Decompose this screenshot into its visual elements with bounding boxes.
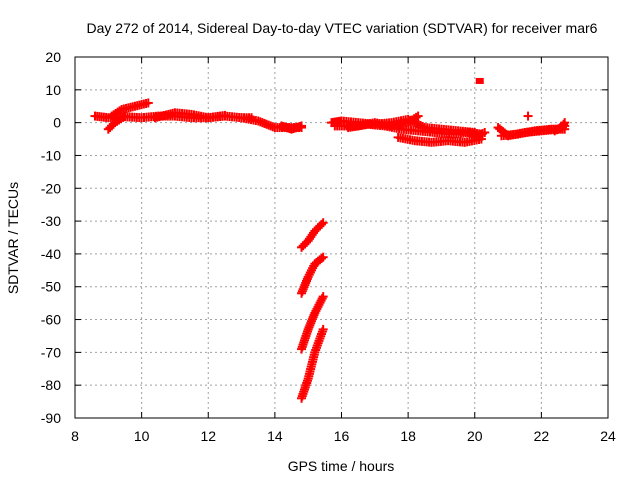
grid — [75, 57, 608, 418]
data-point-marker — [413, 111, 423, 121]
data-point-marker — [560, 118, 570, 128]
x-tick-label: 12 — [200, 428, 216, 444]
data-trace — [393, 132, 486, 147]
data-point-marker — [143, 98, 153, 108]
y-tick-label: -70 — [41, 344, 61, 360]
y-tick-label: 0 — [53, 115, 61, 131]
x-tick-label: 16 — [334, 428, 350, 444]
data-trace — [463, 127, 490, 141]
data-trace — [297, 252, 328, 298]
y-tick-label: 10 — [45, 82, 61, 98]
y-tick-label: 20 — [45, 49, 61, 65]
data-trace — [297, 292, 328, 354]
ticks: 8 10 12 14 16 18 20 22 24 20 10 0 -10 -20 -30 -40 -50 -60… — [41, 49, 616, 444]
data-trace — [550, 118, 570, 136]
x-tick-label: 8 — [71, 428, 79, 444]
data-point-marker — [318, 218, 328, 228]
y-tick-label: -80 — [41, 377, 61, 393]
x-tick-label: 14 — [267, 428, 283, 444]
data-trace — [107, 98, 153, 121]
data-trace — [150, 108, 230, 123]
y-axis-label: SDTVAR / TECUs — [5, 182, 21, 294]
x-tick-label: 20 — [467, 428, 483, 444]
x-tick-label: 22 — [534, 428, 550, 444]
data-trace — [103, 111, 130, 134]
data-layer — [90, 77, 570, 403]
data-trace — [297, 324, 328, 403]
y-tick-label: -50 — [41, 279, 61, 295]
data-trace — [297, 218, 328, 252]
x-tick-label: 10 — [134, 428, 150, 444]
data-point-marker — [523, 111, 533, 121]
y-tick-label: -90 — [41, 410, 61, 426]
x-tick-label: 24 — [600, 428, 616, 444]
y-tick-label: -10 — [41, 147, 61, 163]
chart-title: Day 272 of 2014, Sidereal Day-to-day VTE… — [87, 20, 598, 36]
data-point-marker — [120, 111, 130, 121]
data-point-marker — [480, 127, 490, 137]
y-tick-label: -20 — [41, 180, 61, 196]
x-tick-label: 18 — [400, 428, 416, 444]
y-tick-label: -60 — [41, 312, 61, 328]
y-tick-label: -30 — [41, 213, 61, 229]
data-point-marker — [318, 252, 328, 262]
data-point-marker — [220, 110, 230, 120]
data-trace — [277, 121, 307, 134]
data-point-marker — [318, 292, 328, 302]
isolated-point — [475, 77, 484, 84]
data-point-marker — [297, 121, 307, 131]
data-point-marker — [318, 324, 328, 334]
y-tick-label: -40 — [41, 246, 61, 262]
x-axis-label: GPS time / hours — [288, 458, 395, 474]
